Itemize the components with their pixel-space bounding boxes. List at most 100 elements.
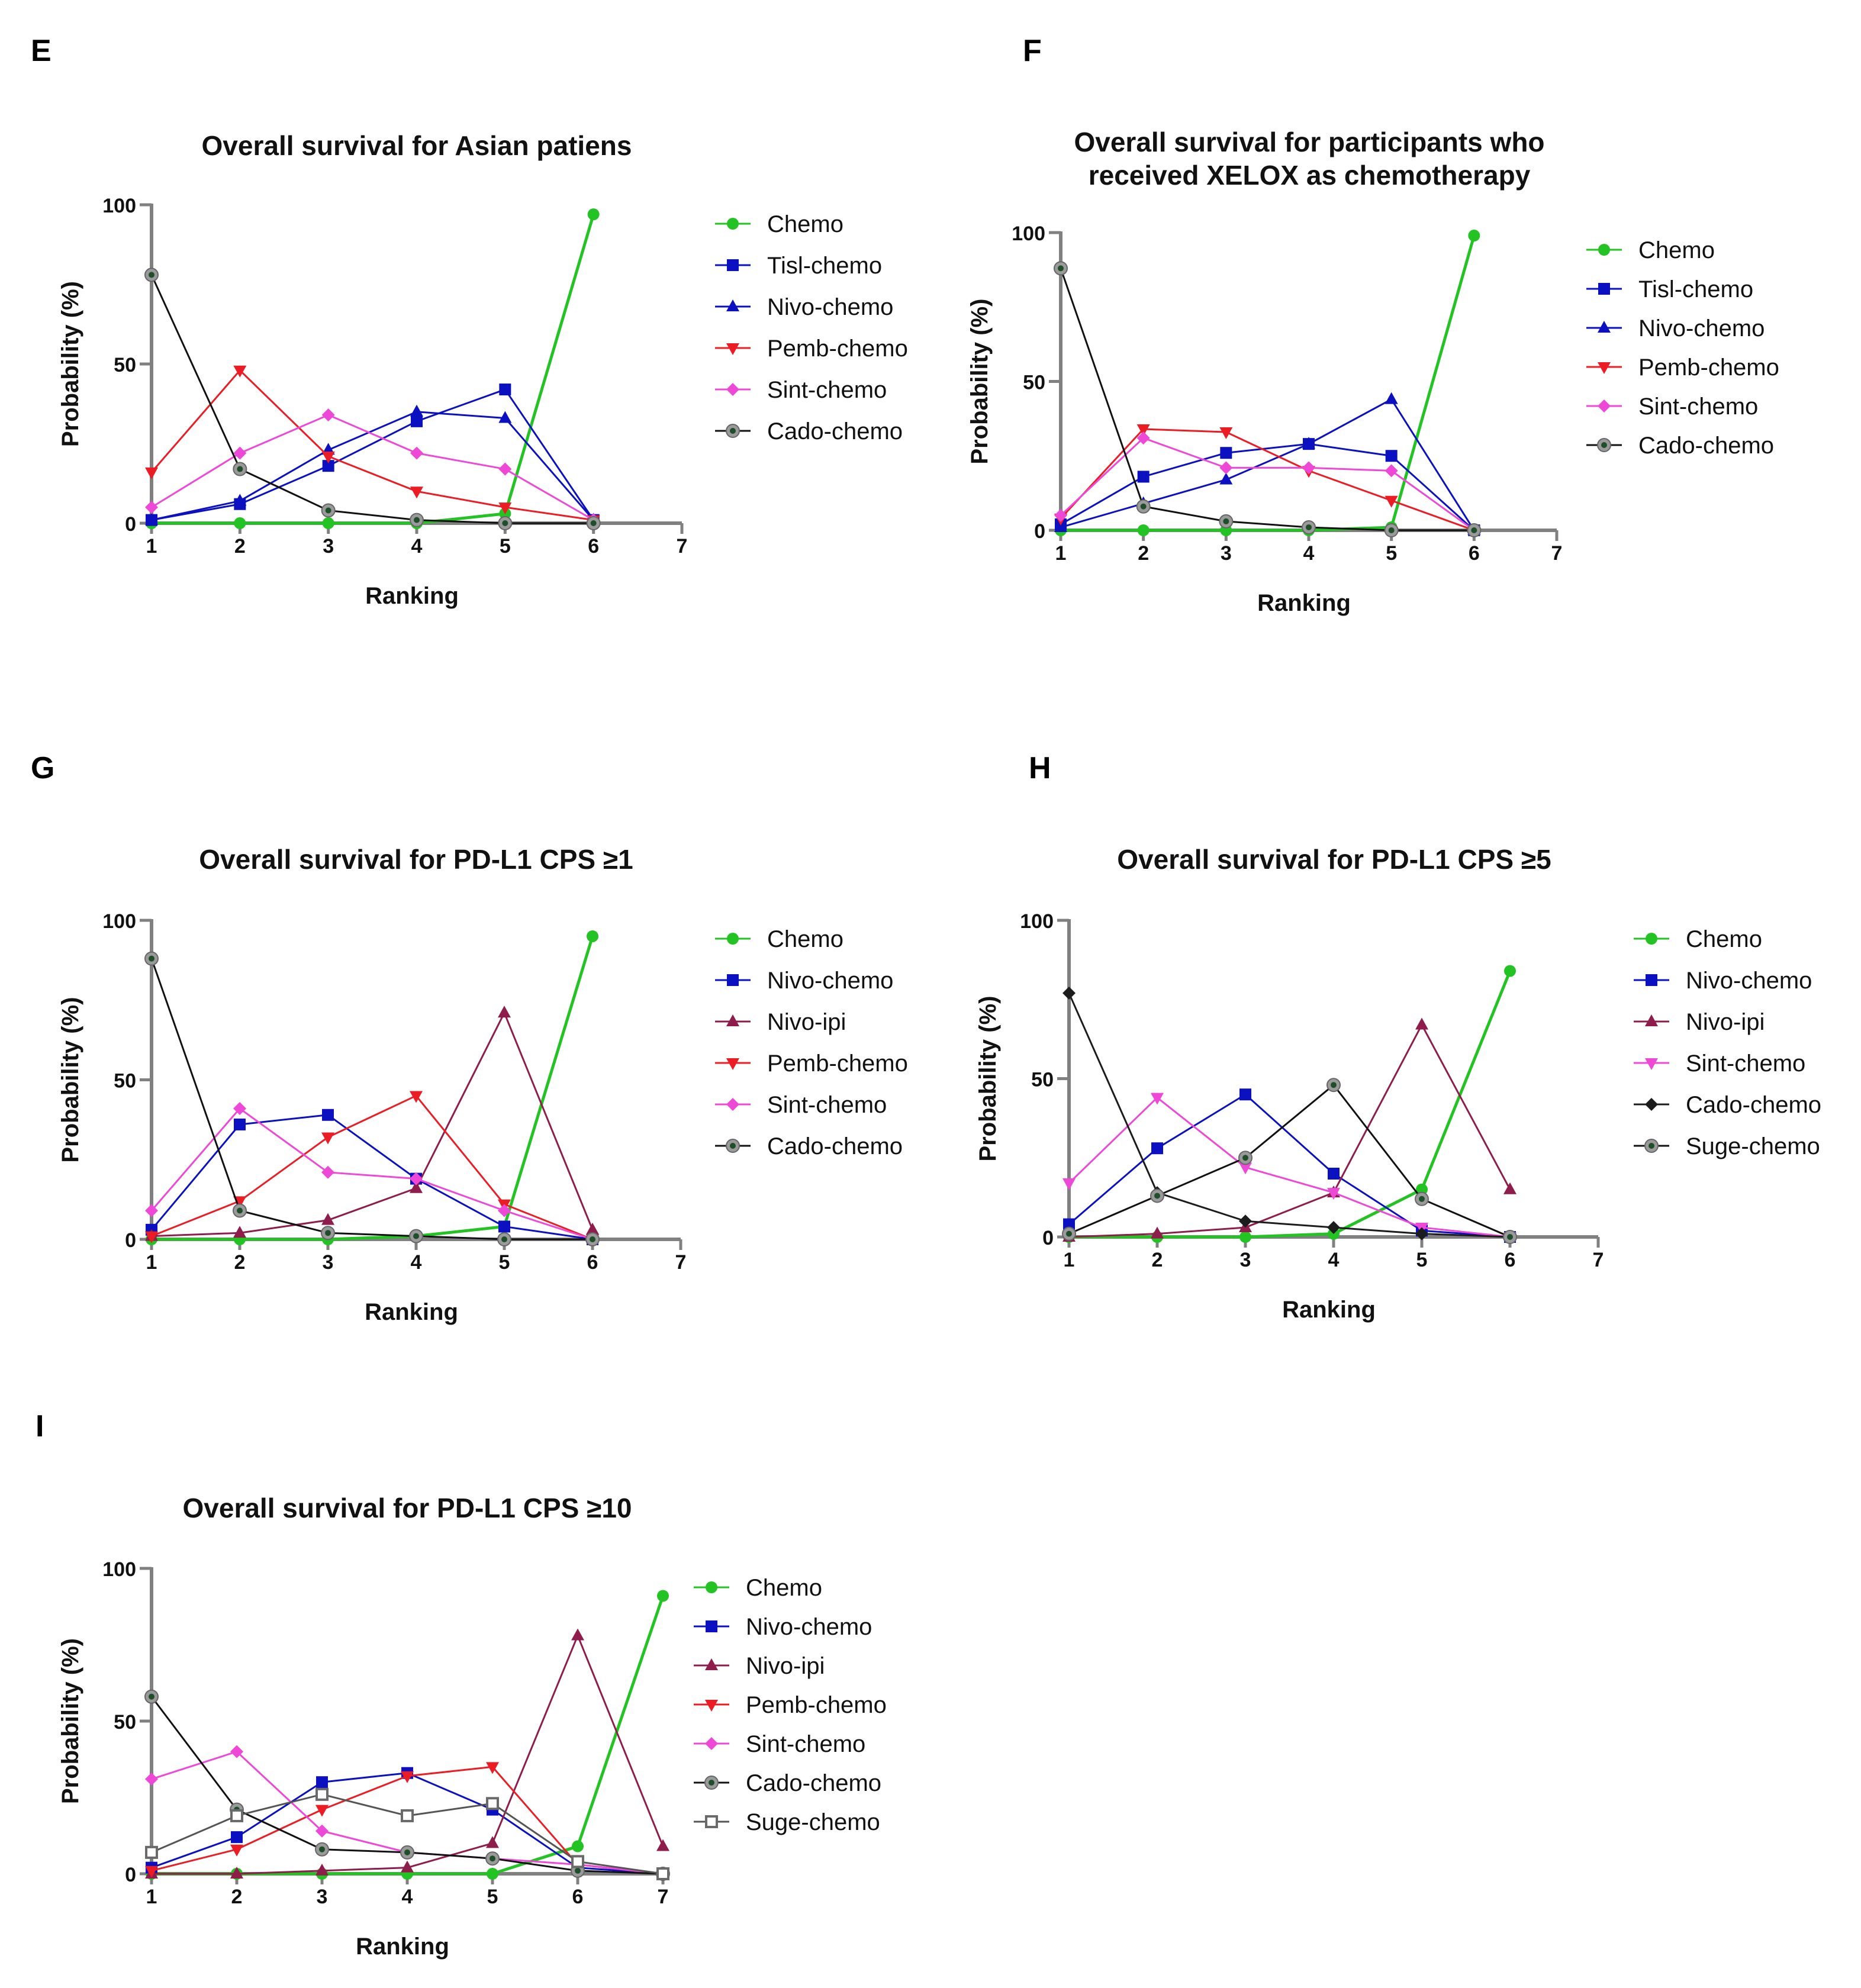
data-point-tisl-chemo [499,384,511,396]
legend-marker-chemo [706,1581,717,1593]
series-nivo-ipi-i [145,1628,669,1879]
series-line-pemb-chemo [151,1094,593,1241]
legend-item-suge-chemo: Suge-chemo [694,1809,880,1835]
series-line-nivo-chemo [150,1114,593,1241]
x-tick-label: 5 [1416,1249,1428,1271]
x-tick-label: 7 [1551,542,1563,565]
data-point-nivo-ipi [315,1863,329,1876]
legend-marker-cado-chemo [726,424,740,438]
legend-label: Chemo [746,1575,822,1601]
data-point-nivo-ipi [401,1860,414,1873]
x-tick-label: 4 [402,1886,413,1908]
legend-item-cado-chemo: Cado-chemo [1586,433,1774,459]
data-point-chemo [657,1590,669,1602]
legend-item-chemo: Chemo [715,211,843,237]
y-tick-label: 100 [102,195,136,217]
legend-marker-nivo-chemo [726,299,739,311]
legend-label: Nivo-ipi [1686,1009,1765,1035]
legend-marker-suge-chemo [1644,1139,1659,1153]
data-point-nivo-chemo [1239,1088,1251,1101]
data-point-sint-chemo [410,1172,423,1185]
data-point-nivo-chemo [498,411,512,423]
x-tick-label: 1 [146,1251,157,1274]
x-tick-label: 5 [1386,542,1397,565]
legend-marker-pemb-chemo [1598,362,1611,374]
legend-marker-suge-chemo [705,1815,718,1828]
y-axis-label-e: Probability (%) [57,281,83,447]
series-line-cado-chemo [150,274,594,524]
legend-item-chemo: Chemo [715,926,843,952]
x-tick-label: 1 [146,535,157,558]
data-point-cado-chemo [1062,987,1076,1000]
y-tick-label: 0 [125,513,136,536]
data-point-cado-chemo [1219,514,1234,529]
data-point-nivo-chemo [1063,1218,1075,1230]
legend-marker-cado-chemo [704,1776,719,1790]
data-point-pemb-chemo [145,467,158,479]
data-point-pemb-chemo [486,1762,499,1774]
x-tick-label: 1 [146,1886,157,1908]
legend-marker-sint-chemo [1645,1058,1658,1070]
series-line-suge-chemo [1068,1084,1511,1238]
legend-marker-sint-chemo [726,1098,739,1111]
legend-label: Nivo-chemo [767,968,893,994]
legend-item-nivo-chemo: Nivo-chemo [1634,968,1812,994]
legend-label: Sint-chemo [1638,394,1758,420]
chart-title-f: received XELOX as chemotherapy [1089,160,1531,191]
data-point-cado-chemo [144,268,159,282]
data-point-chemo [1416,1183,1428,1196]
y-tick-label: 0 [1042,1227,1054,1249]
legend-marker-chemo [727,218,739,230]
y-tick-label: 0 [125,1864,136,1886]
legend-item-pemb-chemo: Pemb-chemo [1586,355,1779,381]
x-tick-label: 3 [1221,542,1232,565]
data-point-suge-chemo [486,1797,499,1810]
legend-label: Sint-chemo [746,1731,865,1757]
data-point-nivo-chemo [231,1831,243,1844]
data-point-pemb-chemo [145,1865,158,1878]
data-point-cado-chemo [410,513,424,527]
data-point-pemb-chemo [321,1132,334,1145]
legend-item-chemo: Chemo [1634,926,1762,952]
data-point-sint-chemo [315,1824,329,1838]
series-line-sint-chemo [1060,437,1475,531]
series-line-chemo [1069,970,1512,1239]
legend-label: Cado-chemo [1638,433,1774,459]
data-point-chemo [322,517,334,529]
legend-label: Pemb-chemo [767,336,908,362]
legend-item-nivo-ipi: Nivo-ipi [715,1009,846,1035]
legend-marker-cado-chemo [726,1139,740,1153]
data-point-nivo-chemo [1151,1142,1163,1155]
data-point-nivo-ipi [321,1213,334,1225]
data-point-cado-chemo [485,1851,500,1866]
data-point-cado-chemo [1467,523,1482,537]
legend-label: Nivo-chemo [1638,315,1765,341]
series-suge-chemo-i [145,1787,669,1880]
data-point-chemo [1239,1231,1251,1243]
data-point-tisl-chemo [322,460,334,472]
legend-label: Suge-chemo [746,1809,880,1835]
data-point-cado-chemo [233,1203,247,1218]
data-point-sint-chemo [321,1165,334,1179]
data-point-tisl-chemo [1385,450,1398,462]
data-point-cado-chemo [497,1232,511,1246]
y-tick-label: 50 [114,1070,136,1093]
series-suge-chemo-h [1062,1078,1517,1244]
panel-letter-e: E [31,34,51,68]
x-tick-label: 3 [323,535,334,558]
legend-label: Tisl-chemo [767,253,882,279]
data-point-sint-chemo [233,446,247,460]
legend-marker-sint-chemo [705,1737,718,1750]
data-point-nivo-ipi [1415,1017,1428,1030]
data-point-pemb-chemo [145,1231,158,1243]
legend-item-tisl-chemo: Tisl-chemo [1586,276,1753,302]
legend-label: Nivo-chemo [1686,968,1812,994]
legend-item-suge-chemo: Suge-chemo [1634,1133,1820,1159]
legend-marker-pemb-chemo [705,1700,718,1712]
x-tick-label: 1 [1064,1249,1075,1271]
data-point-suge-chemo [315,1787,329,1801]
data-point-tisl-chemo [1137,471,1150,483]
